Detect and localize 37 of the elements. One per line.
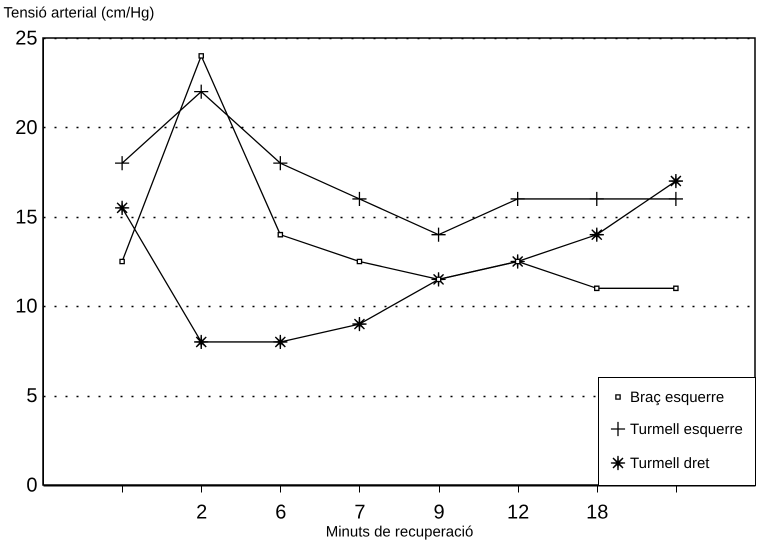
point — [114, 200, 130, 216]
x-tick-label: 12 — [507, 502, 530, 524]
point — [356, 258, 362, 264]
legend-label: Turmell esquerre — [630, 421, 743, 438]
point — [594, 286, 600, 292]
point — [119, 258, 125, 264]
point — [114, 155, 130, 171]
x-tick-label: 7 — [354, 502, 366, 524]
legend-label: Braç esquerre — [630, 389, 724, 406]
point — [352, 191, 368, 207]
x-tick-label: 2 — [196, 502, 208, 524]
point — [198, 53, 204, 59]
point — [352, 316, 368, 332]
x-axis-title: Minuts de recuperació — [326, 524, 474, 540]
point — [673, 286, 679, 292]
y-tick-label: 15 — [15, 206, 38, 228]
point — [668, 173, 684, 189]
point — [272, 334, 288, 350]
x-tick-label: 6 — [275, 502, 286, 524]
point — [272, 155, 288, 171]
y-tick-label: 0 — [26, 474, 38, 496]
point — [194, 84, 209, 100]
point — [589, 191, 604, 207]
y-tick-label: 10 — [15, 296, 38, 318]
point — [278, 232, 284, 238]
point — [194, 334, 209, 350]
y-axis-title: Tensió arterial (cm/Hg) — [4, 4, 154, 22]
x-tick-label: 18 — [586, 502, 608, 524]
point — [589, 226, 604, 242]
y-tick-label: 20 — [15, 116, 38, 139]
x-tick-label: 9 — [433, 502, 445, 524]
point — [668, 191, 684, 207]
point — [430, 226, 446, 242]
y-tick-label: 25 — [15, 28, 38, 50]
y-tick-label: 5 — [26, 385, 38, 408]
legend-label: Turmell dret — [630, 455, 710, 472]
point — [510, 191, 526, 207]
